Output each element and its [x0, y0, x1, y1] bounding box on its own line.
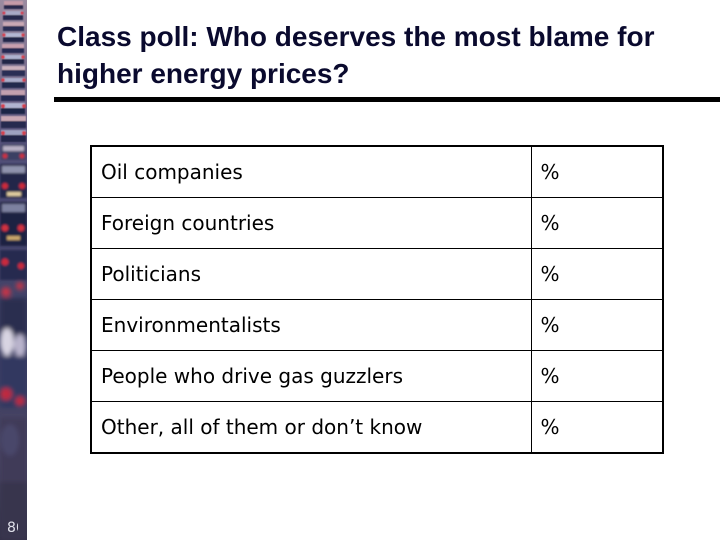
poll-option-cell: Oil companies: [90, 145, 532, 198]
poll-option-cell: Environmentalists: [90, 299, 532, 351]
table-row: Other, all of them or don’t know %: [90, 401, 664, 454]
traffic-photo-strip: 86: [0, 0, 27, 540]
table-row: Foreign countries %: [90, 197, 664, 249]
poll-option-cell: People who drive gas guzzlers: [90, 350, 532, 402]
poll-value-cell: %: [530, 197, 664, 249]
poll-value-cell: %: [530, 145, 664, 198]
poll-option-cell: Politicians: [90, 248, 532, 300]
traffic-jam-image: [0, 0, 27, 540]
poll-value-cell: %: [530, 401, 664, 454]
table-row: People who drive gas guzzlers %: [90, 350, 664, 402]
table-row: Environmentalists %: [90, 299, 664, 351]
table-row: Politicians %: [90, 248, 664, 300]
table-row: Oil companies %: [90, 145, 664, 198]
poll-table-container: Oil companies % Foreign countries % Poli…: [90, 145, 664, 454]
slide-title: Class poll: Who deserves the most blame …: [57, 21, 655, 89]
poll-value-cell: %: [530, 350, 664, 402]
poll-option-cell: Foreign countries: [90, 197, 532, 249]
title-underline: [54, 97, 720, 102]
poll-value-cell: %: [530, 248, 664, 300]
poll-value-cell: %: [530, 299, 664, 351]
poll-option-cell: Other, all of them or don’t know: [90, 401, 532, 454]
poll-table: Oil companies % Foreign countries % Poli…: [90, 145, 664, 454]
page-number: 86: [7, 521, 18, 535]
